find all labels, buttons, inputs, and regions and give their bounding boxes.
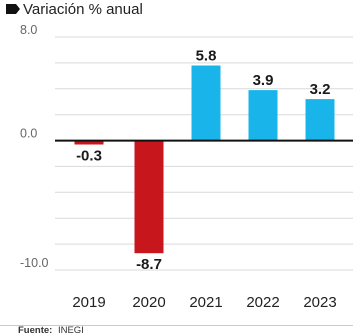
bars: [74, 65, 335, 254]
bar-2020: [134, 140, 164, 254]
x-tick-label-2019: 2019: [72, 294, 105, 311]
bar-2023: [305, 99, 335, 141]
x-tick-label-2022: 2022: [246, 294, 279, 311]
bar-2019: [74, 140, 104, 145]
source-prefix: Fuente:: [18, 325, 52, 333]
bar-2021: [191, 65, 221, 141]
source-value: INEGI: [58, 325, 84, 333]
x-tick-label-2020: 2020: [132, 294, 165, 311]
source-note: Fuente: INEGI: [18, 325, 84, 333]
y-tick-label: 8.0: [20, 23, 37, 37]
x-tick-label-2023: 2023: [303, 294, 336, 311]
bar-2022: [248, 90, 278, 141]
x-axis-ticks: 2019 2020 2021 2022 2023: [72, 294, 336, 311]
data-label-2022: 3.9: [253, 72, 274, 89]
gridlines: [55, 36, 353, 271]
data-label-2023: 3.2: [310, 81, 331, 98]
data-label-2021: 5.8: [196, 48, 217, 65]
y-axis-ticks: 8.0 0.0 -10.0: [20, 23, 49, 270]
x-tick-label-2021: 2021: [189, 294, 222, 311]
y-tick-label: -10.0: [20, 256, 49, 270]
y-tick-label: 0.0: [20, 127, 37, 141]
data-label-2020: -8.7: [136, 256, 162, 273]
chart-title-text: Variación % anual: [23, 1, 143, 18]
data-label-2019: -0.3: [76, 148, 102, 165]
title-marker-icon: [6, 4, 20, 14]
data-labels: -0.3 -8.7 5.8 3.9 3.2: [76, 48, 330, 274]
chart-title: Variación % anual: [6, 1, 143, 18]
